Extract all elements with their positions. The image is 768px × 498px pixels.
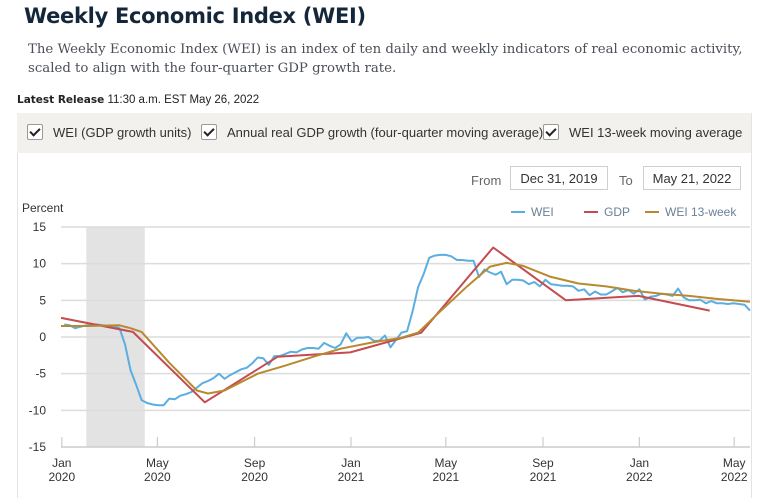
toggle-gdp[interactable]: Annual real GDP growth (four-quarter mov… bbox=[201, 124, 543, 140]
x-tick-label: May bbox=[146, 456, 169, 470]
x-tick-label: 2022 bbox=[721, 470, 748, 484]
x-tick-label: 2020 bbox=[144, 470, 171, 484]
checkbox-checked-icon[interactable] bbox=[201, 124, 217, 140]
y-tick-label: 10 bbox=[33, 257, 47, 271]
x-tick-label: Sep bbox=[244, 456, 266, 470]
release-label: Latest Release bbox=[17, 94, 105, 106]
to-label: To bbox=[619, 173, 633, 188]
toggle-gdp-label: Annual real GDP growth (four-quarter mov… bbox=[227, 124, 544, 140]
toggle-wei-label: WEI (GDP growth units) bbox=[53, 124, 192, 140]
x-tick-label: May bbox=[723, 456, 746, 470]
legend-label: WEI bbox=[531, 205, 554, 219]
series-line-wei-13-week bbox=[61, 261, 751, 395]
chart-panel bbox=[17, 113, 752, 498]
legend: WEI GDP WEI 13-week bbox=[511, 205, 737, 219]
y-tick-label: -5 bbox=[35, 367, 46, 381]
y-tick-label: -15 bbox=[29, 440, 47, 454]
toggle-wei[interactable]: WEI (GDP growth units) bbox=[27, 124, 191, 140]
series-toggle-bar: WEI (GDP growth units) Annual real GDP g… bbox=[17, 113, 751, 153]
y-tick-label: 0 bbox=[39, 330, 46, 344]
from-date-input[interactable]: Dec 31, 2019 bbox=[510, 166, 608, 190]
series-line-gdp bbox=[60, 246, 710, 404]
toggle-wei-13week[interactable]: WEI 13-week moving average bbox=[543, 124, 742, 140]
legend-label: GDP bbox=[604, 205, 630, 219]
x-tick-label: 2021 bbox=[338, 470, 365, 484]
from-label: From bbox=[471, 173, 502, 188]
x-tick-label: 2020 bbox=[241, 470, 268, 484]
y-tick-label: 5 bbox=[39, 293, 46, 307]
x-tick-label: Jan bbox=[630, 456, 649, 470]
release-value: 11:30 a.m. EST May 26, 2022 bbox=[107, 94, 260, 106]
legend-label: WEI 13-week bbox=[665, 205, 737, 219]
x-tick-label: 2021 bbox=[530, 470, 557, 484]
page-title: Weekly Economic Index (WEI) bbox=[24, 4, 366, 28]
x-tick-label: Jan bbox=[52, 456, 71, 470]
page-description: The Weekly Economic Index (WEI) is an in… bbox=[28, 42, 743, 76]
checkbox-checked-icon[interactable] bbox=[27, 124, 43, 140]
x-tick-label: Jan bbox=[341, 456, 360, 470]
y-tick-label: 15 bbox=[33, 220, 47, 234]
x-tick-label: Sep bbox=[532, 456, 554, 470]
series-line-wei bbox=[64, 253, 751, 407]
latest-release: Latest Release 11:30 a.m. EST May 26, 20… bbox=[17, 94, 259, 106]
y-tick-label: -10 bbox=[29, 403, 47, 417]
to-date-input[interactable]: May 21, 2022 bbox=[643, 166, 741, 190]
x-tick-label: 2022 bbox=[626, 470, 653, 484]
y-axis-label: Percent bbox=[22, 201, 64, 215]
x-tick-label: 2021 bbox=[432, 470, 459, 484]
x-tick-label: 2020 bbox=[48, 470, 75, 484]
toggle-wei-13week-label: WEI 13-week moving average bbox=[569, 124, 743, 140]
checkbox-checked-icon[interactable] bbox=[543, 124, 559, 140]
x-tick-label: May bbox=[434, 456, 457, 470]
